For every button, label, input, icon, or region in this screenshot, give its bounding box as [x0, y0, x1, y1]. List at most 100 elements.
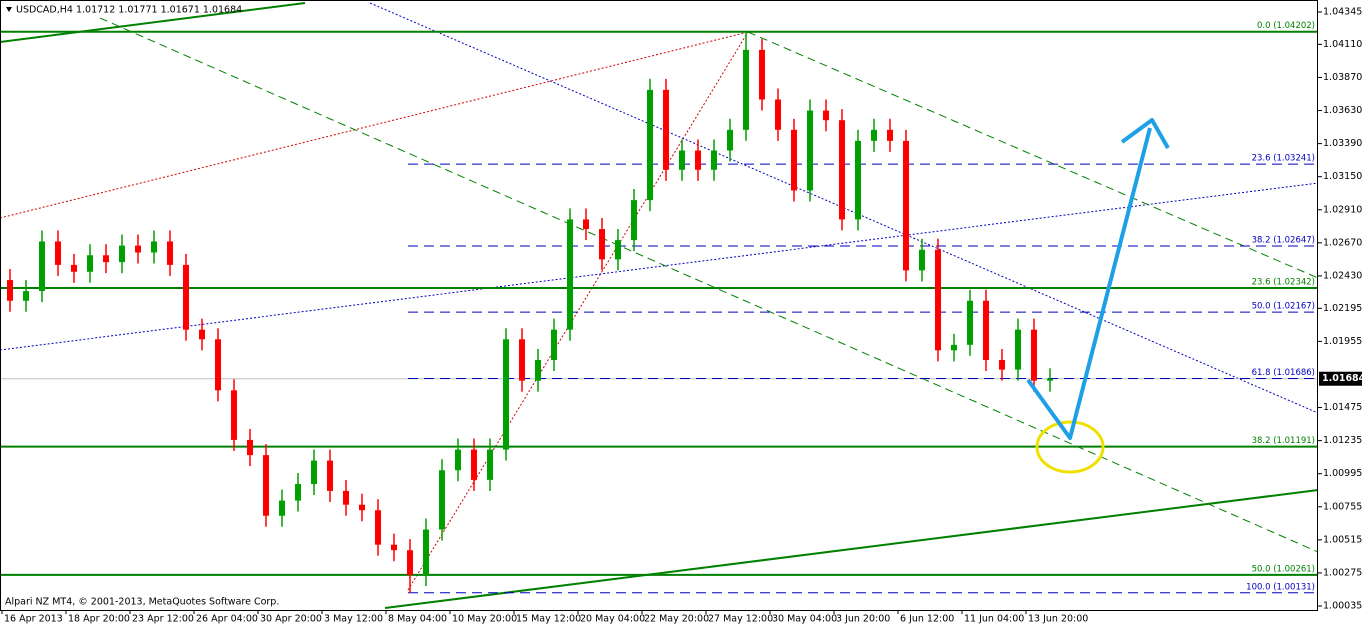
candle-body — [887, 129, 893, 141]
trend-line — [0, 31, 749, 219]
candle-body — [551, 329, 557, 360]
candle-body — [71, 264, 77, 272]
y-tick-label: 1.04110 — [1323, 39, 1362, 50]
x-tick-label: 22 May 20:00 — [644, 614, 709, 625]
candle-body — [327, 460, 333, 491]
candle-body — [231, 390, 237, 440]
fib-label: 100.0 (1.00131) — [1246, 582, 1315, 592]
candle-body — [439, 470, 445, 530]
candle-body — [663, 89, 669, 170]
fib-label: 38.2 (1.02647) — [1252, 236, 1315, 246]
fibonacci: 0.0 (1.04202) 23.6 (1.03241) 38.2 (1.02647… — [0, 21, 1318, 594]
candle-body — [919, 249, 925, 271]
x-tick-label: 27 May 12:00 — [708, 614, 773, 625]
candle-body — [823, 110, 829, 121]
candle-body — [599, 229, 605, 260]
candle-body — [279, 500, 285, 516]
x-tick-label: 30 May 04:00 — [772, 614, 837, 625]
candle-body — [759, 49, 765, 100]
candle-body — [999, 359, 1005, 370]
candle-body — [55, 241, 61, 265]
candle-body — [935, 249, 941, 351]
y-tick-label: 1.00275 — [1323, 567, 1362, 578]
symbol-header: USDCAD,H4 1.01712 1.01771 1.01671 1.0168… — [16, 5, 242, 16]
fib-label: 38.2 (1.01191) — [1252, 436, 1315, 446]
candle-body — [679, 150, 685, 170]
candle-body — [87, 255, 93, 272]
candle-body — [423, 529, 429, 575]
candle-body — [503, 339, 509, 450]
x-tick-label: 10 May 20:00 — [452, 614, 517, 625]
x-tick-label: 8 May 04:00 — [388, 614, 447, 625]
x-tick-label: 15 May 12:00 — [516, 614, 581, 625]
candle-body — [119, 245, 125, 263]
arrow-head — [1120, 118, 1170, 149]
fib-label: 23.6 (1.03241) — [1252, 154, 1315, 164]
x-tick-label: 30 Apr 20:00 — [260, 614, 322, 625]
candle-body — [487, 449, 493, 480]
y-tick-label: 1.02430 — [1323, 270, 1362, 281]
x-tick-label: 23 Apr 12:00 — [132, 614, 194, 625]
candle-body — [7, 280, 13, 301]
candle-body — [295, 484, 301, 501]
y-tick-label: 1.04345 — [1323, 6, 1362, 17]
price-tag — [1319, 371, 1362, 386]
x-tick-label: 11 Jun 04:00 — [964, 614, 1024, 625]
x-tick-label: 18 Apr 20:00 — [68, 614, 130, 625]
candle-body — [135, 245, 141, 253]
fib-label: 23.6 (1.02342) — [1252, 278, 1315, 288]
candles — [7, 31, 1053, 593]
fib-label: 50.0 (1.00261) — [1252, 564, 1315, 574]
y-tick-label: 1.02910 — [1323, 204, 1362, 215]
candle-body — [807, 110, 813, 191]
candle-body — [375, 510, 381, 545]
candle-body — [1031, 329, 1037, 381]
y-tick-label: 1.00755 — [1323, 501, 1362, 512]
candle-body — [647, 89, 653, 201]
candle-body — [23, 291, 29, 301]
candle-body — [183, 264, 189, 330]
candle-body — [951, 344, 957, 351]
candle-body — [471, 449, 477, 480]
y-tick-label: 1.03870 — [1323, 72, 1362, 83]
price-tag-label: 1.01684 — [1322, 373, 1362, 384]
y-tick-label: 1.02195 — [1323, 303, 1362, 314]
trend-line — [0, 2, 306, 43]
candle-body — [247, 439, 253, 456]
y-tick-label: 1.03150 — [1323, 171, 1362, 182]
candle-body — [791, 129, 797, 191]
x-tick-label: 3 May 12:00 — [324, 614, 383, 625]
plot-frame — [0, 0, 1318, 611]
trend-line — [407, 31, 749, 591]
candle-body — [103, 255, 109, 263]
candle-body — [967, 300, 973, 345]
candle-body — [903, 140, 909, 271]
fib-label: 61.8 (1.01686) — [1252, 368, 1315, 378]
highlight-ellipse — [1035, 420, 1105, 474]
candle-body — [263, 455, 269, 516]
candle-body — [391, 544, 397, 551]
candle-body — [695, 150, 701, 170]
x-tick-label: 20 May 04:00 — [580, 614, 645, 625]
y-tick-label: 1.02670 — [1323, 237, 1362, 248]
candle-body — [343, 490, 349, 505]
x-tick-label: 6 Jun 12:00 — [900, 614, 954, 625]
y-tick-label: 1.03390 — [1323, 138, 1362, 149]
candle-body — [567, 219, 573, 330]
candle-body — [1047, 378, 1053, 381]
candle-body — [775, 99, 781, 130]
x-tick-label: 3 Jun 20:00 — [836, 614, 890, 625]
candle-body — [407, 550, 413, 575]
candle-body — [871, 129, 877, 141]
trend-line — [0, 182, 1319, 351]
y-tick-label: 1.00515 — [1323, 534, 1362, 545]
copyright: Alpari NZ MT4, © 2001-2013, MetaQuotes S… — [5, 597, 279, 608]
candle-body — [583, 219, 589, 230]
x-tick-label: 13 Jun 20:00 — [1028, 614, 1088, 625]
candle-body — [199, 329, 205, 340]
candle-body — [359, 504, 365, 511]
candle-body — [839, 120, 845, 220]
